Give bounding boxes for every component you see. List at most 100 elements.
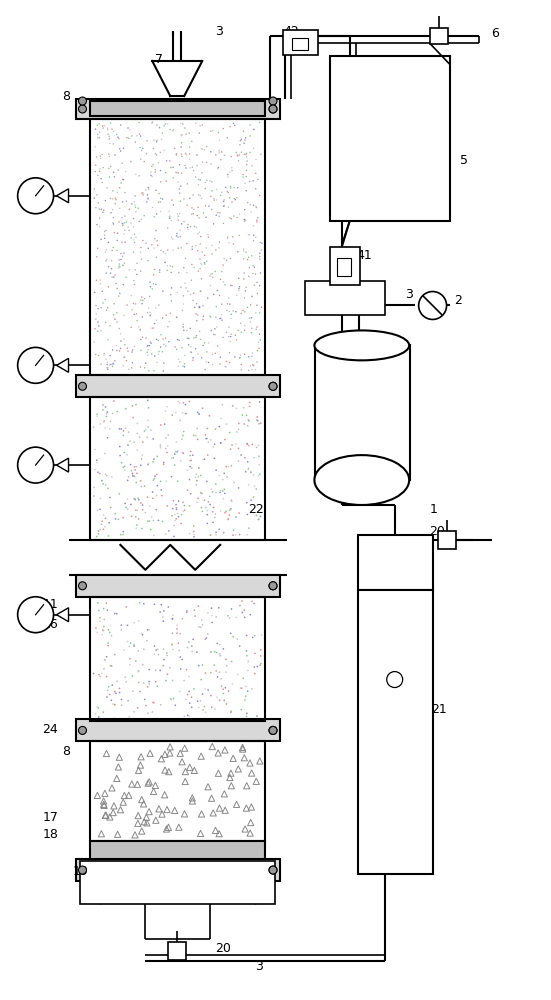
Point <box>149 320 158 336</box>
Point <box>179 427 187 443</box>
Point <box>99 622 107 638</box>
Point <box>187 689 196 705</box>
Point <box>175 684 184 700</box>
Point <box>225 769 234 785</box>
Point <box>114 260 123 276</box>
Point <box>173 332 182 348</box>
Point <box>134 762 143 778</box>
Point <box>254 511 263 527</box>
Point <box>123 343 132 359</box>
Point <box>239 251 248 267</box>
Point <box>203 605 212 621</box>
Point <box>164 523 173 539</box>
Point <box>251 151 260 167</box>
Point <box>103 602 112 618</box>
Point <box>233 148 242 164</box>
Point <box>240 692 249 708</box>
Point <box>170 802 179 818</box>
Point <box>211 506 220 522</box>
Point <box>191 428 200 444</box>
Point <box>100 661 109 677</box>
Point <box>192 644 201 660</box>
Point <box>226 441 235 457</box>
Point <box>250 666 259 682</box>
Point <box>245 260 254 276</box>
Point <box>251 181 260 197</box>
Point <box>174 493 183 509</box>
Point <box>226 250 235 266</box>
Point <box>215 467 224 483</box>
Point <box>220 198 229 214</box>
Point <box>218 483 227 499</box>
Point <box>242 145 251 161</box>
Point <box>212 484 220 500</box>
Point <box>109 136 118 152</box>
Point <box>245 268 253 284</box>
Point <box>244 662 252 678</box>
Point <box>219 681 228 697</box>
Point <box>170 446 179 462</box>
Point <box>214 765 223 781</box>
Point <box>233 147 242 163</box>
Point <box>155 344 164 360</box>
Point <box>103 122 112 138</box>
Point <box>196 825 205 841</box>
Point <box>93 167 102 183</box>
Point <box>175 354 184 370</box>
Point <box>204 779 213 795</box>
Point <box>209 805 218 821</box>
Point <box>169 641 177 657</box>
Point <box>175 157 184 173</box>
Point <box>228 229 237 245</box>
Point <box>175 181 183 197</box>
Point <box>126 651 134 667</box>
Point <box>250 277 258 293</box>
Point <box>95 667 104 683</box>
Point <box>94 526 103 542</box>
Point <box>248 361 257 377</box>
Point <box>253 171 262 187</box>
Point <box>106 318 115 334</box>
Point <box>219 274 228 290</box>
Point <box>102 251 111 267</box>
Point <box>215 145 224 161</box>
Point <box>215 692 224 708</box>
Point <box>190 602 199 618</box>
Point <box>192 328 201 344</box>
Point <box>252 319 261 335</box>
Point <box>92 529 101 545</box>
Point <box>98 283 106 299</box>
Point <box>161 165 170 181</box>
Point <box>165 208 174 224</box>
Point <box>241 678 250 694</box>
Point <box>197 748 206 764</box>
Point <box>141 291 149 307</box>
Point <box>224 319 233 335</box>
Point <box>216 271 225 287</box>
Point <box>93 406 101 422</box>
Point <box>91 164 100 180</box>
Point <box>219 641 228 657</box>
Point <box>133 700 142 716</box>
Point <box>190 330 198 346</box>
Point <box>99 295 107 311</box>
Point <box>117 692 126 708</box>
Point <box>161 330 170 346</box>
Point <box>124 219 133 235</box>
Point <box>93 787 102 803</box>
Point <box>158 806 166 822</box>
Point <box>195 187 203 203</box>
Point <box>200 255 209 271</box>
Point <box>256 332 265 348</box>
Point <box>95 613 104 629</box>
Point <box>98 118 107 134</box>
Point <box>212 147 220 163</box>
Point <box>143 344 152 360</box>
Point <box>240 213 249 229</box>
Point <box>191 115 200 131</box>
Point <box>171 339 180 355</box>
Point <box>243 436 252 452</box>
Point <box>132 475 141 491</box>
Point <box>135 126 144 142</box>
Point <box>131 492 139 508</box>
